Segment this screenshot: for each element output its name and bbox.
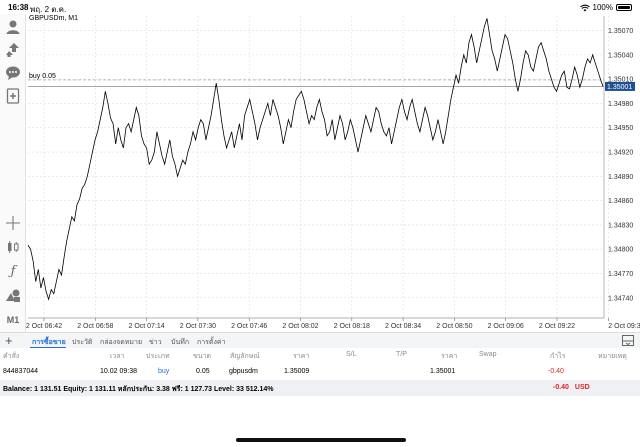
x-tick-label: 2 Oct 06:42 <box>26 323 62 330</box>
x-tick-label: 2 Oct 08:02 <box>282 323 318 330</box>
tab-journal[interactable]: บันทึก <box>171 339 190 346</box>
left-toolbar: ƒ M1 <box>0 14 26 332</box>
order-label: buy 0.05 <box>29 73 56 80</box>
table-row[interactable]: 844837044 10.02 09:38 buy 0.05 gbpusdm 1… <box>0 365 640 379</box>
col-swap: Swap <box>479 351 497 358</box>
y-tick-label: 1.35070 <box>608 28 633 35</box>
status-right: 100% <box>579 3 632 12</box>
row-type: buy <box>158 368 170 375</box>
y-tick-label: 1.34800 <box>608 247 633 254</box>
battery-percent: 100% <box>592 3 613 12</box>
x-tick-label: 2 Oct 08:34 <box>385 323 421 330</box>
price-series-line <box>27 18 604 301</box>
total-profit-currency: USD <box>574 384 590 391</box>
tab-trade[interactable]: การซื้อขาย <box>32 339 66 346</box>
indicators-glyph: ƒ <box>10 263 16 279</box>
objects-icon[interactable] <box>4 286 22 304</box>
status-date: พฤ. 2 ต.ค. <box>30 5 67 14</box>
col-comment: หมายเหตุ <box>598 353 627 360</box>
total-profit-value: -0.40 <box>553 384 569 391</box>
y-tick-label: 1.35010 <box>608 77 633 84</box>
y-tick-label: 1.34770 <box>608 271 633 278</box>
x-tick-label: 2 Oct 07:30 <box>180 323 216 330</box>
col-current-price: ราคา <box>441 353 458 360</box>
x-tick-label: 2 Oct 07:14 <box>128 323 164 330</box>
row-symbol: gbpusdm <box>229 368 258 375</box>
y-tick-label: 1.34830 <box>608 222 633 229</box>
trade-icon[interactable] <box>4 41 22 59</box>
chart-symbol-label: GBPUSDm, M1 <box>29 15 79 22</box>
x-tick-label: 2 Oct 09:06 <box>488 323 524 330</box>
y-tick-label: 1.34980 <box>608 101 633 108</box>
y-tick-label: 1.34920 <box>608 150 633 157</box>
row-price: 1.35009 <box>284 368 310 375</box>
chat-icon[interactable] <box>4 64 22 82</box>
y-tick-label: 1.34860 <box>608 198 633 205</box>
y-tick-label: 1.34740 <box>608 295 633 302</box>
positions-table-header: คำสั่ง เวลา ประเภท ขนาด สัญลักษณ์ ราคา S… <box>0 348 640 363</box>
panel-toggle-icon[interactable] <box>622 335 634 346</box>
col-order: คำสั่ง <box>3 353 20 360</box>
x-tick-label: 2 Oct 09:38 <box>608 323 640 330</box>
y-axis-labels: 1.35070 1.35040 1.35010 1.34980 1.34950 1.349… <box>608 28 633 302</box>
tab-mailbox[interactable]: กล่องจดหมาย <box>100 339 143 346</box>
tab-settings[interactable]: การตั้งค่า <box>197 339 226 346</box>
col-tp: T/P <box>396 351 407 358</box>
y-tick-label: 1.35040 <box>608 52 633 59</box>
current-price-tag-text: 1.35001 <box>607 84 632 91</box>
row-current-price: 1.35001 <box>430 368 456 375</box>
col-profit: กำไร <box>550 353 566 360</box>
timeframe-button[interactable]: M1 <box>6 315 20 325</box>
current-price-tag-bg <box>605 81 635 91</box>
row-profit: -0.40 <box>548 368 564 375</box>
col-symbol: สัญลักษณ์ <box>230 353 260 360</box>
new-order-icon[interactable] <box>4 87 22 105</box>
crosshair-icon[interactable] <box>4 214 22 232</box>
row-order: 844837044 <box>3 368 39 375</box>
indicators-icon[interactable]: ƒ <box>4 262 22 280</box>
x-axis-labels: 2 Oct 06:42 2 Oct 06:58 2 Oct 07:14 2 Oct 0… <box>26 323 640 330</box>
row-volume: 0.05 <box>196 368 210 375</box>
current-price-tag: 1.35001 <box>605 81 635 91</box>
x-tick-label: 2 Oct 07:46 <box>231 323 267 330</box>
candles-icon[interactable] <box>4 238 22 256</box>
balance-summary: Balance: 1 131.51 Equity: 1 131.11 หลักป… <box>3 386 274 393</box>
tab-news[interactable]: ข่าว <box>149 339 162 346</box>
col-type: ประเภท <box>146 353 170 360</box>
row-time: 10.02 09:38 <box>100 368 137 375</box>
status-time: 16:38 <box>8 3 29 12</box>
price-chart[interactable]: 1.35070 1.35040 1.35010 1.34980 1.34950 1.349… <box>26 14 640 332</box>
y-tick-label: 1.34890 <box>608 174 633 181</box>
tab-history[interactable]: ประวัติ <box>72 339 93 346</box>
account-icon[interactable] <box>4 18 22 36</box>
y-tick-label: 1.34950 <box>608 125 633 132</box>
wifi-icon <box>579 4 590 11</box>
x-tick-label: 2 Oct 06:58 <box>77 323 113 330</box>
battery-icon <box>616 4 632 11</box>
x-tick-label: 2 Oct 08:18 <box>334 323 370 330</box>
x-tick-label: 2 Oct 08:50 <box>436 323 472 330</box>
total-profit: -0.40 USD <box>553 384 590 391</box>
x-tick-label: 2 Oct 09:22 <box>539 323 575 330</box>
col-time: เวลา <box>110 353 125 360</box>
col-price: ราคา <box>293 353 310 360</box>
home-indicator <box>236 438 406 442</box>
balance-bar: Balance: 1 131.51 Equity: 1 131.11 หลักป… <box>0 380 640 396</box>
col-volume: ขนาด <box>193 353 212 360</box>
chart-grid <box>28 16 609 321</box>
col-sl: S/L <box>346 351 357 358</box>
status-bar: 16:38 พฤ. 2 ต.ค. 100% <box>0 0 640 14</box>
terminal-tabs: + การซื้อขาย ประวัติ กล่องจดหมาย ข่าว บั… <box>0 332 640 349</box>
add-icon[interactable]: + <box>5 333 13 348</box>
chart-axis-border <box>28 16 605 319</box>
